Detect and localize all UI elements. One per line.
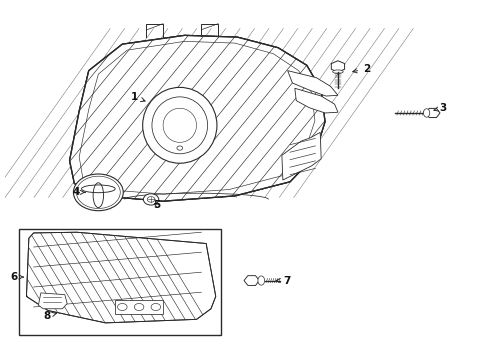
Circle shape	[117, 303, 127, 311]
Circle shape	[151, 303, 160, 311]
Text: 2: 2	[352, 64, 369, 74]
Text: 3: 3	[433, 103, 446, 113]
Polygon shape	[26, 232, 215, 323]
Polygon shape	[69, 35, 325, 201]
Polygon shape	[287, 71, 337, 96]
Polygon shape	[281, 132, 321, 180]
Polygon shape	[294, 88, 337, 113]
Text: 8: 8	[43, 311, 56, 321]
Text: 7: 7	[276, 275, 290, 285]
Circle shape	[143, 194, 159, 205]
Text: 5: 5	[153, 201, 161, 210]
Circle shape	[134, 303, 143, 311]
FancyBboxPatch shape	[19, 229, 220, 335]
Ellipse shape	[257, 276, 264, 285]
Text: 4: 4	[72, 187, 85, 197]
Polygon shape	[39, 293, 67, 309]
Circle shape	[73, 174, 123, 211]
FancyBboxPatch shape	[115, 300, 163, 314]
Ellipse shape	[332, 70, 343, 73]
Ellipse shape	[423, 109, 429, 117]
Text: 6: 6	[10, 272, 23, 282]
Ellipse shape	[142, 87, 217, 163]
Text: 1: 1	[130, 92, 145, 102]
